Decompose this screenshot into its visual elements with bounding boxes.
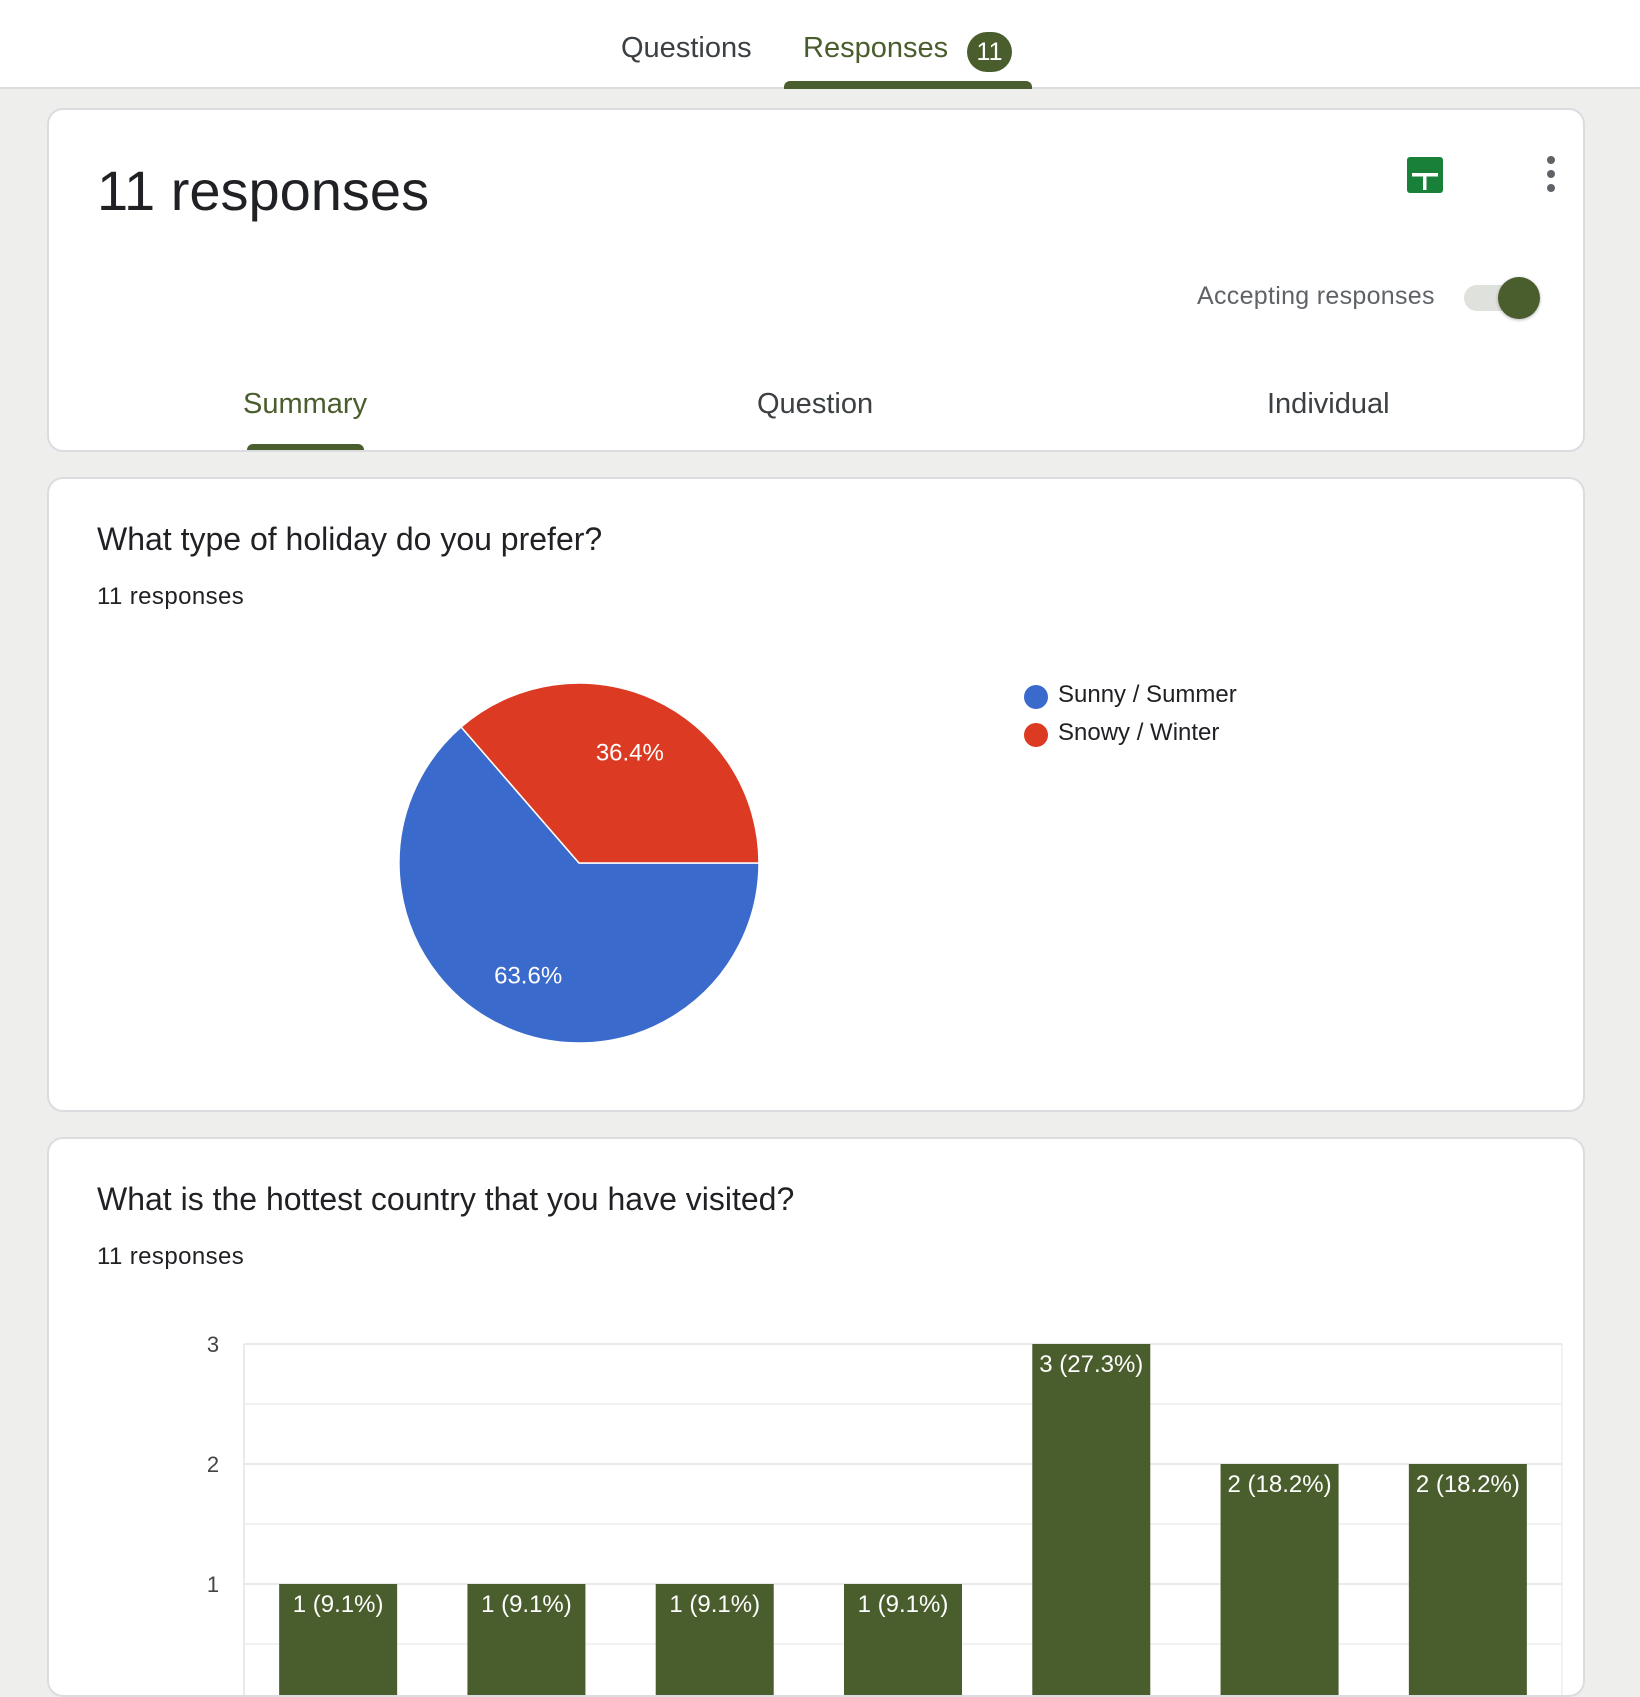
bar-data-label: 1 (9.1%) [481,1591,572,1618]
top-tab-bar: Questions Responses 11 [0,0,1640,89]
legend-swatch [1024,723,1048,747]
accepting-responses-toggle[interactable] [1464,277,1540,319]
responses-header-card: 11 responses Accepting responses Summary… [47,108,1585,452]
bar-data-label: 2 (18.2%) [1228,1471,1332,1498]
pie-chart: 63.6% 36.4% [398,682,760,1044]
tab-questions[interactable]: Questions [621,32,752,64]
bar-data-label: 2 (18.2%) [1416,1471,1520,1498]
y-tick-label: 1 [207,1572,219,1597]
bar-data-label: 1 (9.1%) [858,1591,949,1618]
toggle-knob [1498,277,1540,319]
question-card-hottest-country: What is the hottest country that you hav… [47,1137,1585,1697]
question-response-count: 11 responses [97,1243,245,1270]
sheets-icon[interactable] [1407,157,1443,193]
y-tick-label: 3 [207,1332,219,1357]
responses-count-badge: 11 [967,32,1012,72]
pie-slice-sunny-summer[interactable] [398,725,760,1044]
tab-question[interactable]: Question [757,388,874,420]
question-title: What is the hottest country that you hav… [97,1181,795,1217]
bar-data-label: 1 (9.1%) [293,1591,384,1618]
more-vert-icon[interactable] [1539,154,1563,194]
pie-slice-snowy-winter[interactable] [460,682,760,864]
tab-responses[interactable]: Responses [803,32,949,64]
active-tab-indicator [784,81,1032,89]
question-card-holiday: What type of holiday do you prefer? 11 r… [47,477,1585,1112]
y-tick-label: 2 [207,1452,219,1477]
pie-slice-label: 36.4% [596,740,664,767]
question-response-count: 11 responses [97,583,245,610]
bar-data-label: 3 (27.3%) [1039,1351,1143,1378]
legend-swatch [1024,685,1048,709]
bar[interactable] [1408,1464,1527,1697]
pie-slice-label: 63.6% [494,962,562,989]
bar[interactable] [1220,1464,1339,1697]
bar-chart: 1 2 3 1 (9.1%) 1 (9.1%) 1 (9.1%) 1 (9.1%) 3 (27… [207,1332,1563,1697]
tab-individual[interactable]: Individual [1267,388,1390,420]
legend-label: Sunny / Summer [1058,681,1237,708]
bar-data-label: 1 (9.1%) [669,1591,760,1618]
summary-tab-indicator [247,444,364,450]
bar[interactable] [1032,1344,1151,1697]
legend-label: Snowy / Winter [1058,719,1220,746]
tab-summary[interactable]: Summary [243,388,368,420]
accepting-responses-label: Accepting responses [1197,282,1435,310]
question-title: What type of holiday do you prefer? [97,521,603,557]
page-title: 11 responses [97,159,430,222]
